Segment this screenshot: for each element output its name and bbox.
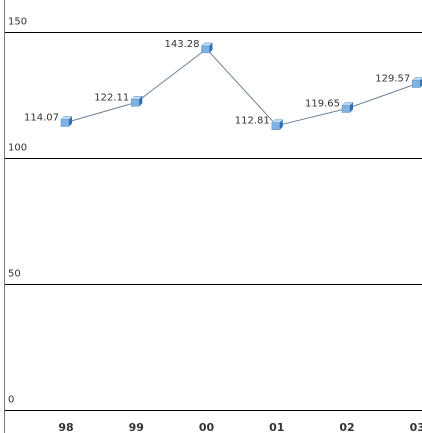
y-tick-labels: 0 50 100 150: [8, 17, 27, 406]
data-point-marker: [271, 119, 284, 130]
y-tick-label-50: 50: [8, 269, 21, 280]
data-label: 112.81: [235, 116, 270, 127]
data-point-marker: [341, 102, 354, 113]
x-tick-label-98: 98: [58, 421, 73, 433]
data-point-marker: [200, 42, 214, 54]
gridlines: [4, 32, 422, 411]
x-tick-label-02: 02: [339, 421, 354, 433]
x-tick-label-99: 99: [129, 421, 144, 433]
data-label: 129.57: [375, 73, 410, 84]
data-label: 114.07: [24, 113, 59, 124]
data-label: 119.65: [305, 98, 340, 109]
data-label: 122.11: [94, 92, 129, 103]
x-tick-label-03: 03: [410, 421, 422, 433]
y-tick-label-150: 150: [8, 17, 27, 28]
y-tick-label-0: 0: [8, 395, 14, 406]
data-labels: 114.07 122.11 143.28 112.81 119.65 129.57: [24, 39, 410, 127]
x-tick-label-00: 00: [199, 421, 215, 433]
y-tick-label-100: 100: [8, 143, 27, 154]
data-label: 143.28: [165, 39, 200, 50]
data-point-marker: [411, 77, 422, 88]
x-tick-labels: 98 99 00 01 02 03: [58, 421, 422, 433]
x-tick-label-01: 01: [269, 421, 284, 433]
series-line: [65, 48, 418, 127]
markers: [60, 42, 422, 130]
series-line-layer: [65, 48, 418, 127]
data-point-marker: [60, 116, 73, 127]
data-point-marker: [130, 96, 143, 107]
